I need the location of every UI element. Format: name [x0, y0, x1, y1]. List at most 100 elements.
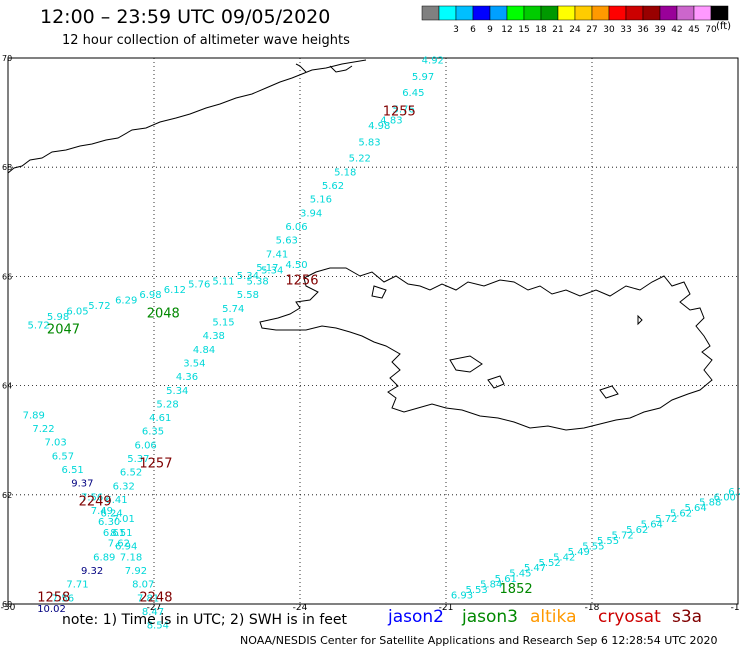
wave-height-label: 7.56 — [81, 492, 103, 503]
wave-height-label: 10.02 — [37, 604, 66, 615]
colorbar-swatch — [642, 5, 661, 21]
wave-height-label: 8.54 — [147, 621, 169, 632]
wave-height-label: 4.61 — [149, 413, 171, 424]
wave-height-label: 5.38 — [246, 277, 268, 288]
wave-height-label: 5.47 — [524, 563, 546, 574]
wave-height-label: 5.61 — [495, 574, 517, 585]
wave-height-label: 5.42 — [553, 552, 575, 563]
wave-height-label: 5.83 — [358, 137, 380, 148]
colorbar-swatch — [676, 5, 695, 21]
pass-time-label: 1255 — [383, 104, 416, 119]
colorbar-legend: 3 6 9 12 15 18 21 24 27 30 33 36 39 42 45 70 — [421, 5, 729, 35]
wave-height-label: 6.57 — [52, 451, 74, 462]
pass-time-label: 2048 — [147, 306, 180, 321]
plot-frame — [7, 57, 739, 605]
lon-tick-label: -15 — [731, 603, 740, 613]
wave-height-label: 5.34 — [237, 271, 259, 282]
wave-height-label: 4.84 — [193, 345, 215, 356]
footnote: note: 1) Time is in UTC; 2) SWH is in fe… — [62, 612, 348, 628]
pass-time-label: 1256 — [285, 274, 318, 289]
wave-height-label: 9.32 — [81, 566, 103, 577]
colorbar-tick-label: 21 — [552, 25, 563, 35]
colorbar-tick-label: 39 — [654, 25, 666, 35]
wave-height-label: 5.17 — [256, 263, 278, 274]
lat-tick-label: 60 — [2, 600, 12, 609]
colorbar-swatch — [693, 5, 712, 21]
lon-tick-label: -18 — [585, 603, 600, 613]
wave-height-label: 3.94 — [300, 208, 322, 219]
wave-height-label: 5.64 — [641, 520, 663, 531]
wave-height-label: 8.51 — [110, 528, 132, 539]
colorbar-tick-label: 45 — [688, 25, 699, 35]
wave-height-label: 5.58 — [237, 290, 259, 301]
wave-height-label: 6.45 — [402, 88, 424, 99]
wave-height-label: 5.53 — [465, 585, 487, 596]
wave-height-label: 5.72 — [611, 530, 633, 541]
lat-tick-label: 66 — [2, 272, 12, 281]
wave-height-label: 6.30 — [98, 517, 120, 528]
colorbar-swatch — [438, 5, 457, 21]
pass-time-label: 2248 — [139, 590, 172, 605]
colorbar-swatch — [710, 5, 729, 21]
iceland-coastline — [259, 267, 713, 431]
colorbar-swatch — [557, 5, 576, 21]
colorbar-tick-label: 30 — [603, 25, 615, 35]
wave-height-label: 5.11 — [212, 277, 234, 288]
colorbar-tick-label: 36 — [637, 25, 649, 35]
colorbar-swatch — [506, 5, 525, 21]
wave-height-label: 6.41 — [105, 495, 127, 506]
wave-height-label: 4.92 — [422, 55, 444, 66]
pass-time-label: 2249 — [79, 495, 112, 510]
colorbar-swatch — [540, 5, 559, 21]
wave-height-label: 4.36 — [176, 372, 198, 383]
wave-height-label: 6.05 — [66, 307, 88, 318]
wave-height-label: 5.52 — [538, 558, 560, 569]
credit-line: NOAA/NESDIS Center for Satellite Applica… — [240, 634, 718, 647]
wave-height-label: 6.61 — [103, 528, 125, 539]
wave-height-label: 7.92 — [125, 566, 147, 577]
wave-height-label: 8.07 — [132, 580, 154, 591]
lat-lon-grid — [8, 58, 738, 604]
colorbar-swatch — [591, 5, 610, 21]
wave-height-label: 5.62 — [670, 509, 692, 520]
wave-height-label: 5.72 — [88, 301, 110, 312]
wave-height-label: 7.03 — [45, 438, 67, 449]
wave-height-label: 7.62 — [108, 539, 130, 550]
colorbar-tick-label: 70 — [705, 25, 717, 35]
wave-height-label: 5.55 — [597, 536, 619, 547]
wave-height-label: 5.88 — [699, 498, 721, 509]
colorbar-tick-label: 6 — [470, 25, 476, 35]
wave-height-label: 4.38 — [203, 331, 225, 342]
colorbar-tick-label: 27 — [586, 25, 597, 35]
pass-time-label: 1257 — [139, 457, 172, 472]
wave-height-label: 5.37 — [127, 454, 149, 465]
lon-tick-label: -27 — [147, 603, 162, 613]
wave-height-label: 7.81 — [137, 593, 159, 604]
colorbar-tick-label: 15 — [518, 25, 529, 35]
wave-height-label: 7.01 — [113, 514, 135, 525]
colorbar-tick-label: 42 — [671, 25, 682, 35]
colorbar-swatch — [625, 5, 644, 21]
greenland-coastline — [7, 59, 367, 174]
wave-height-label: 6.06 — [285, 222, 307, 233]
colorbar-swatch — [523, 5, 542, 21]
colorbar-swatch — [659, 5, 678, 21]
wave-height-label: 7.71 — [66, 580, 88, 591]
lat-tick-label: 62 — [2, 491, 12, 500]
wave-height-label: 5.45 — [509, 569, 531, 580]
colorbar-tick-label: 3 — [453, 25, 459, 35]
wave-height-label: 5.49 — [568, 547, 590, 558]
wave-height-label: 5.62 — [626, 525, 648, 536]
wave-height-label: 6.52 — [120, 468, 142, 479]
wave-height-label: 6.06 — [135, 440, 157, 451]
wave-height-label: 5.76 — [392, 105, 414, 116]
wave-height-label: 5.16 — [310, 195, 332, 206]
wave-height-label: 5.63 — [276, 236, 298, 247]
wave-height-label: 5.72 — [655, 514, 677, 525]
colorbar-swatch — [489, 5, 508, 21]
wave-height-label: 7.49 — [91, 506, 113, 517]
legend-cryosat: cryosat — [598, 607, 661, 627]
page-title: 12:00 – 23:59 UTC 09/05/2020 — [40, 6, 331, 28]
legend-altika: altika — [530, 607, 577, 627]
